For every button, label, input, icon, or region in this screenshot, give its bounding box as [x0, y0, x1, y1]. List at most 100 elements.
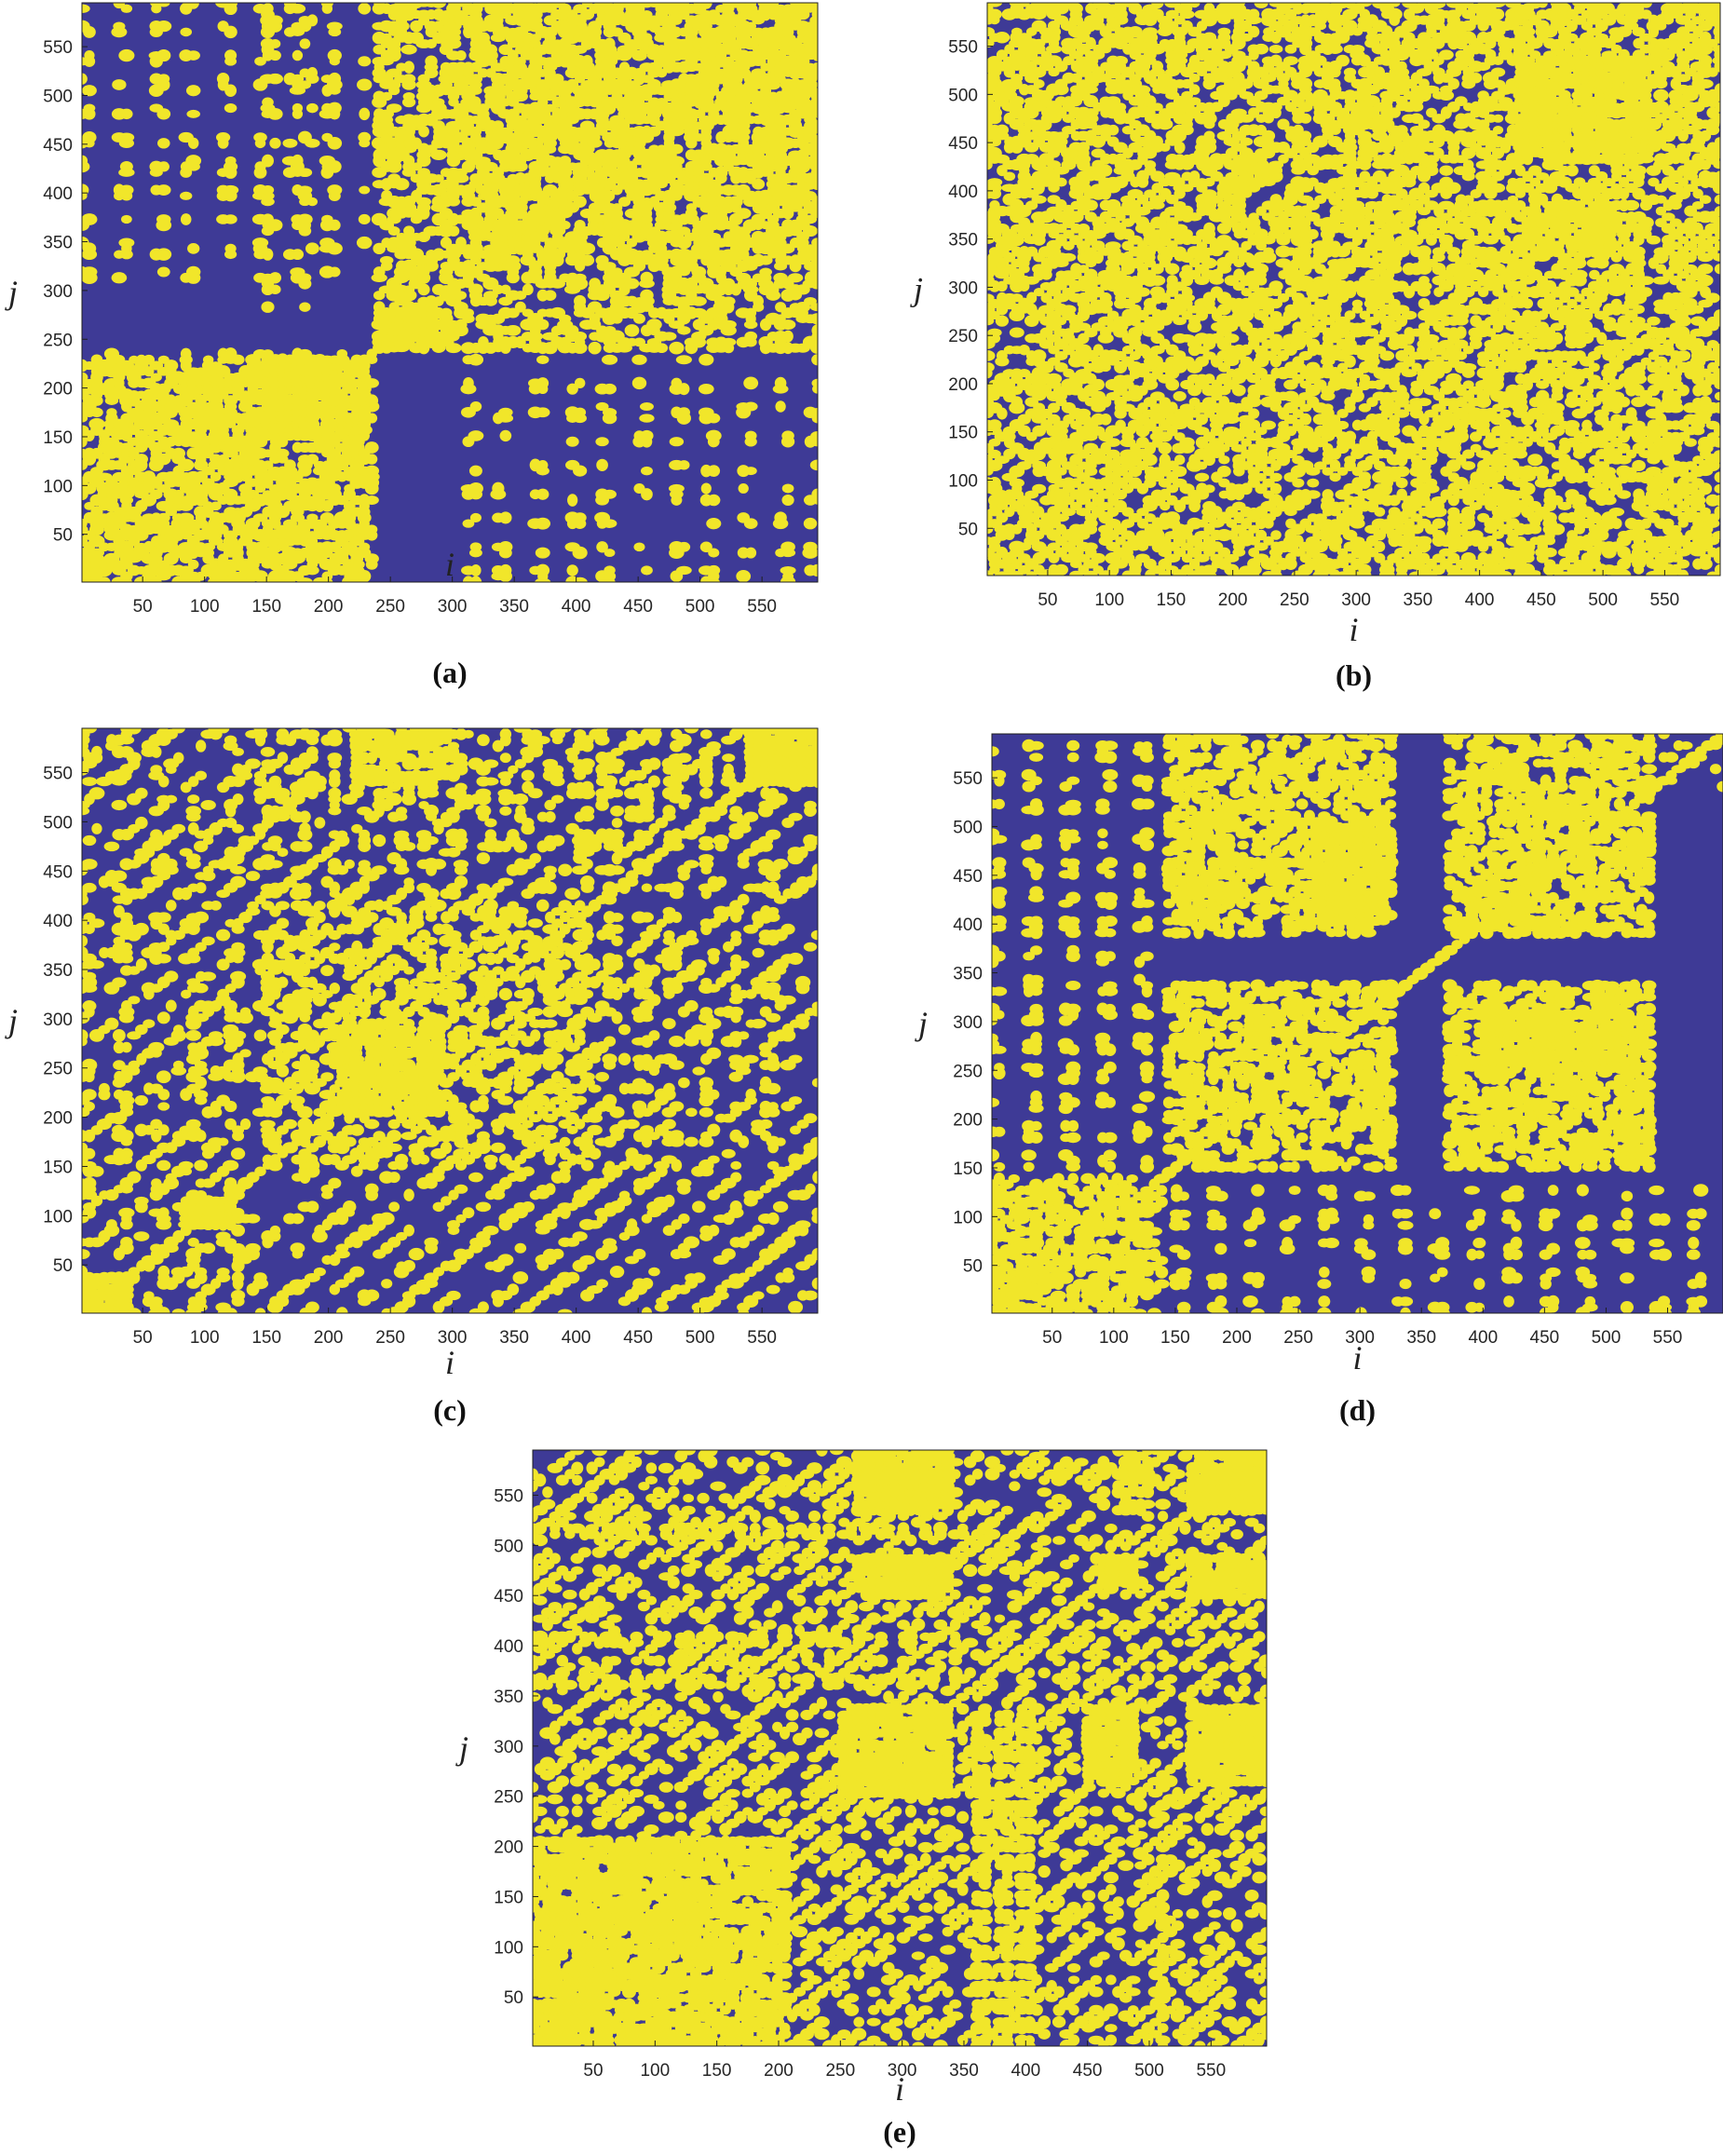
- recurrence-mark: [82, 213, 98, 225]
- recurrence-mark: [1055, 177, 1067, 187]
- recurrence-mark: [596, 458, 608, 471]
- recurrence-mark: [699, 3, 712, 9]
- x-axis-label: i: [445, 546, 454, 583]
- recurrence-mark: [156, 266, 170, 278]
- recurrence-mark: [297, 213, 313, 225]
- recurrence-mark: [536, 355, 549, 365]
- recurrence-mark: [150, 373, 162, 382]
- recurrence-mark: [506, 255, 521, 265]
- recurrence-mark: [669, 341, 685, 355]
- recurrence-mark: [1070, 263, 1082, 276]
- recurrence-mark: [306, 513, 319, 522]
- recurrence-mark: [1026, 292, 1038, 305]
- recurrence-mark: [1134, 287, 1150, 297]
- recurrence-mark: [1031, 195, 1047, 204]
- recurrence-mark: [745, 547, 757, 559]
- x-tick-label: 100: [190, 597, 220, 617]
- recurrence-mark: [262, 97, 274, 108]
- recurrence-mark: [745, 3, 757, 9]
- recurrence-mark: [171, 447, 186, 459]
- recurrence-mark: [1121, 125, 1134, 135]
- recurrence-mark: [639, 402, 654, 412]
- recurrence-mark: [1099, 413, 1112, 426]
- recurrence-mark: [156, 20, 172, 33]
- recurrence-mark: [499, 563, 512, 576]
- recurrence-mark: [559, 156, 572, 167]
- recurrence-mark: [514, 291, 527, 301]
- recurrence-mark: [305, 454, 319, 465]
- recurrence-mark: [535, 517, 551, 530]
- recurrence-mark: [574, 294, 587, 307]
- recurrence-mark: [633, 542, 645, 552]
- recurrence-mark: [156, 48, 171, 62]
- recurrence-mark: [1113, 56, 1129, 66]
- recurrence-mark: [566, 564, 578, 576]
- recurrence-mark: [403, 225, 415, 237]
- y-tick-label: 300: [43, 282, 73, 302]
- recurrence-mark: [327, 102, 342, 115]
- recurrence-mark: [803, 224, 818, 237]
- recurrence-mark: [453, 173, 469, 183]
- recurrence-mark: [470, 563, 482, 576]
- recurrence-mark: [447, 225, 460, 237]
- recurrence-mark: [1069, 501, 1082, 511]
- recurrence-mark: [358, 56, 372, 67]
- recurrence-mark: [387, 225, 400, 237]
- recurrence-mark: [113, 21, 126, 31]
- recurrence-mark: [997, 280, 1008, 292]
- recurrence-mark: [82, 4, 90, 14]
- recurrence-mark: [1003, 171, 1016, 182]
- recurrence-mark: [121, 214, 132, 224]
- recurrence-mark: [82, 73, 88, 85]
- recurrence-mark: [364, 465, 380, 477]
- recurrence-mark: [671, 26, 682, 38]
- recurrence-mark: [215, 132, 231, 142]
- recurrence-mark: [329, 266, 341, 278]
- recurrence-mark: [1061, 252, 1077, 262]
- recurrence-mark: [536, 319, 549, 331]
- recurrence-mark: [157, 3, 170, 7]
- recurrence-mark: [381, 91, 393, 102]
- recurrence-mark: [180, 27, 193, 37]
- recurrence-mark: [90, 407, 103, 418]
- recurrence-mark: [787, 273, 804, 283]
- recurrence-mark: [1076, 408, 1092, 419]
- recurrence-mark: [809, 303, 818, 312]
- recurrence-mark: [267, 15, 283, 26]
- recurrence-mark: [381, 307, 393, 319]
- recurrence-mark: [269, 284, 281, 295]
- recurrence-mark: [425, 295, 438, 307]
- recurrence-mark: [327, 136, 343, 150]
- recurrence-mark: [305, 565, 319, 576]
- recurrence-mark: [476, 32, 491, 44]
- recurrence-mark: [573, 512, 587, 523]
- recurrence-mark: [675, 355, 692, 365]
- recurrence-mark: [536, 407, 550, 418]
- recurrence-mark: [1099, 164, 1113, 177]
- recurrence-mark: [297, 168, 313, 178]
- recurrence-mark: [735, 208, 752, 220]
- recurrence-mark: [640, 271, 654, 284]
- recurrence-mark: [82, 242, 97, 255]
- recurrence-mark: [366, 413, 378, 424]
- recurrence-mark: [358, 570, 372, 582]
- y-tick-label: 400: [43, 184, 73, 204]
- recurrence-mark: [468, 482, 483, 495]
- recurrence-mark: [328, 219, 341, 231]
- recurrence-mark: [1063, 56, 1075, 66]
- recurrence-mark: [269, 137, 281, 149]
- recurrence-mark: [677, 326, 691, 335]
- recurrence-mark: [119, 160, 133, 172]
- recurrence-mark: [365, 394, 379, 408]
- recurrence-mark: [780, 319, 796, 330]
- recurrence-mark: [261, 184, 275, 196]
- recurrence-mark: [987, 3, 1003, 7]
- recurrence-mark: [156, 512, 170, 522]
- recurrence-mark: [468, 353, 484, 366]
- recurrence-mark: [1099, 292, 1112, 304]
- recurrence-mark: [156, 184, 171, 196]
- recurrence-mark: [224, 103, 237, 114]
- recurrence-mark: [261, 197, 275, 207]
- recurrence-mark: [987, 361, 995, 373]
- y-axis-label: j: [5, 274, 18, 311]
